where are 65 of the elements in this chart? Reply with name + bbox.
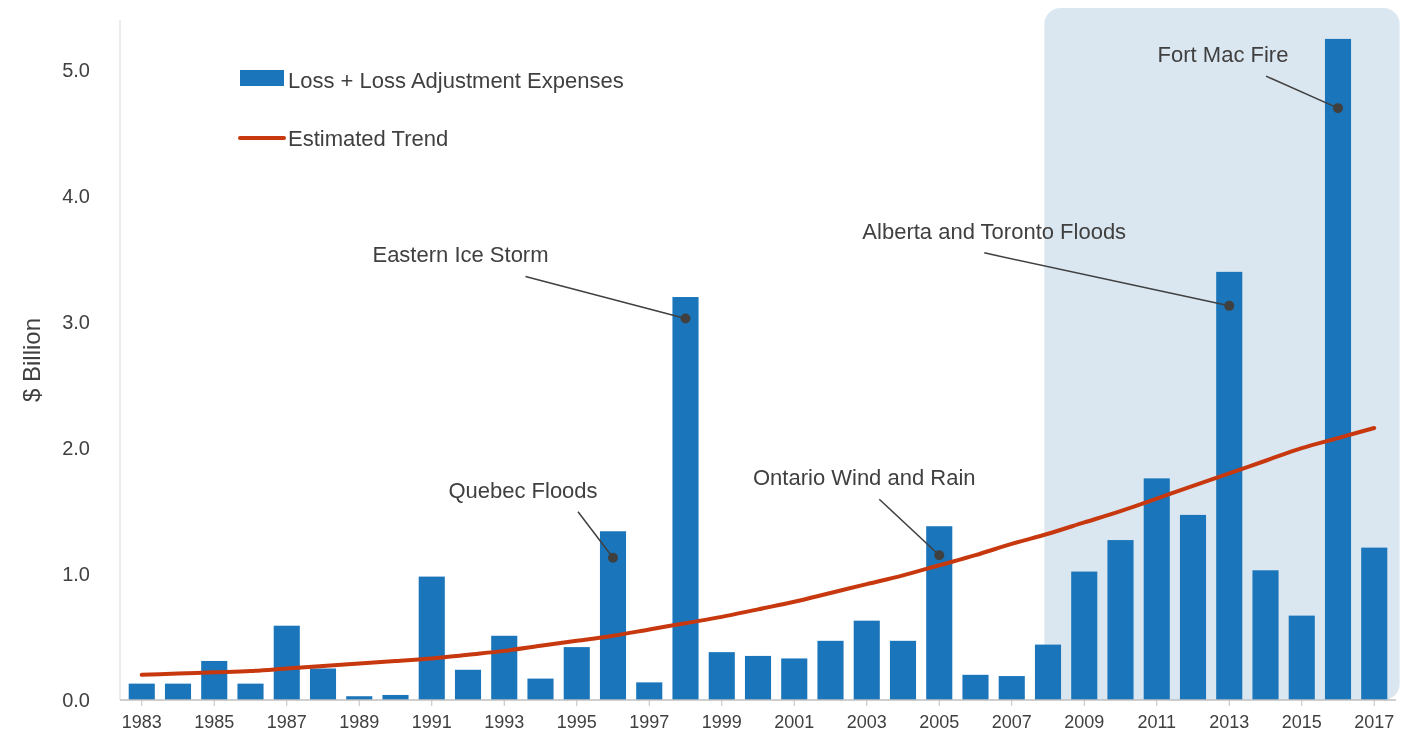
legend-label: Estimated Trend <box>288 126 449 151</box>
x-tick-label: 1999 <box>701 712 742 732</box>
x-tick-label: 1989 <box>339 712 380 732</box>
bar <box>926 526 953 700</box>
x-tick-label: 2009 <box>1064 712 1105 732</box>
bar <box>853 620 880 700</box>
annotation: Fort Mac Fire <box>1157 42 1289 68</box>
x-tick-label: 1997 <box>629 712 670 732</box>
bar <box>563 647 590 700</box>
line-series <box>139 426 1377 677</box>
bar <box>962 674 989 700</box>
bar <box>998 676 1025 700</box>
bar <box>1179 514 1207 700</box>
bar <box>1071 571 1098 700</box>
x-tick-label: 2001 <box>774 712 815 732</box>
bar <box>672 297 699 700</box>
x-tick-label: 2011 <box>1137 712 1177 732</box>
y-tick-label: 1.0 <box>62 563 90 586</box>
bar <box>1324 38 1352 700</box>
bar <box>527 678 554 700</box>
bar <box>636 682 663 700</box>
bar <box>418 576 445 700</box>
bar <box>1143 478 1170 700</box>
x-tick-label: 1987 <box>266 712 307 732</box>
bar <box>1252 570 1279 700</box>
x-tick-label: 1995 <box>556 712 597 732</box>
bar <box>273 625 300 700</box>
bar <box>454 669 482 700</box>
bar <box>599 531 627 700</box>
bar <box>889 640 917 700</box>
bar <box>1216 271 1243 700</box>
bar <box>491 635 518 700</box>
y-tick-label: 4.0 <box>62 185 90 208</box>
annotation: Quebec Floods <box>448 477 598 503</box>
bar <box>744 655 772 700</box>
bar <box>781 658 808 700</box>
x-tick-label: 1993 <box>484 712 525 732</box>
bar <box>708 652 735 700</box>
x-tick-label: 2005 <box>919 712 960 732</box>
x-tick-label: 2003 <box>846 712 887 732</box>
bar <box>128 683 155 700</box>
bar <box>237 683 264 700</box>
bar <box>817 640 844 700</box>
bar <box>1034 644 1062 700</box>
y-tick-label: 0.0 <box>62 689 90 711</box>
bar <box>1288 615 1315 700</box>
y-axis-title: $ Billion <box>18 317 45 403</box>
legend-label: Loss + Loss Adjustment Expenses <box>288 68 624 93</box>
x-tick-label: 1985 <box>194 712 235 732</box>
x-tick-label: 2007 <box>991 712 1032 732</box>
y-tick-label: 2.0 <box>62 437 90 460</box>
x-tick-label: 2013 <box>1209 712 1250 732</box>
bar <box>309 668 337 700</box>
x-tick-label: 2017 <box>1354 712 1395 732</box>
x-tick-label: 1991 <box>411 712 452 732</box>
x-tick-label: 1983 <box>121 712 162 732</box>
bar <box>1107 540 1134 700</box>
annotation: Ontario Wind and Rain <box>752 465 976 491</box>
x-tick-label: 2015 <box>1281 712 1322 732</box>
y-tick-label: 5.0 <box>62 59 90 82</box>
bar <box>164 683 192 700</box>
y-tick-label: 3.0 <box>62 311 90 334</box>
annotation: Eastern Ice Storm <box>372 242 549 268</box>
bar <box>1361 547 1388 700</box>
annotation: Alberta and Toronto Floods <box>862 218 1127 244</box>
